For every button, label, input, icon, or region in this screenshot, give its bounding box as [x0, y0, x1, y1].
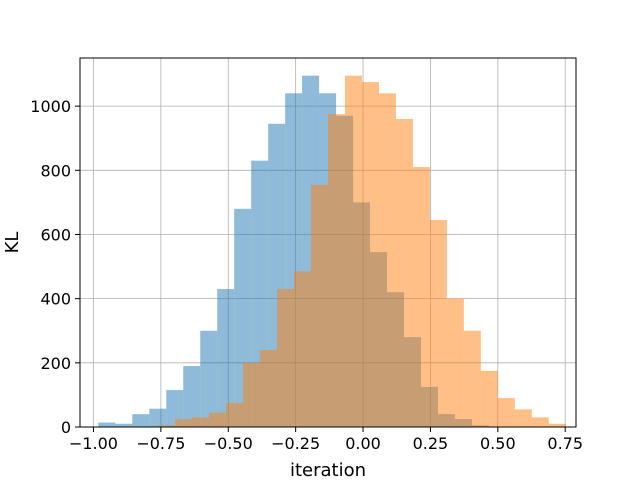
histogram-bar — [412, 167, 430, 428]
y-tick-label: 800 — [40, 161, 71, 180]
histogram-bar — [497, 398, 515, 427]
histogram-bar — [480, 370, 498, 427]
histogram-bar — [514, 409, 532, 427]
x-tick-label: 0.75 — [547, 434, 583, 453]
y-tick-label: 400 — [40, 290, 71, 309]
y-tick-label: 0 — [61, 418, 71, 437]
histogram-bar — [226, 402, 244, 427]
histogram-bar — [328, 114, 345, 428]
y-tick-label: 1000 — [30, 97, 71, 116]
histogram-bar — [192, 417, 210, 427]
histogram-bar — [115, 423, 133, 427]
x-tick-label: −0.75 — [136, 434, 185, 453]
histogram-bar — [446, 298, 464, 427]
histogram-bars — [98, 75, 566, 428]
histogram-bar — [311, 184, 328, 427]
histogram-bar — [175, 418, 193, 427]
histogram-bar — [132, 414, 150, 427]
histogram-bar — [183, 366, 201, 427]
x-tick-label: −0.50 — [204, 434, 253, 453]
x-tick-label: −0.25 — [271, 434, 320, 453]
histogram-bar — [149, 408, 167, 427]
histogram-bar — [260, 349, 278, 427]
histogram-bar — [463, 330, 481, 427]
x-tick-label: 0.00 — [345, 434, 381, 453]
histogram-bar — [209, 412, 227, 427]
histogram-bar — [243, 362, 261, 427]
histogram-bar — [395, 118, 413, 428]
y-tick-label: 200 — [40, 354, 71, 373]
axis-ticks: −1.00 −0.75 −0.50 −0.25 0.00 0.25 0.50 0.75 0 200… — [30, 97, 583, 453]
histogram-bar — [344, 75, 362, 427]
plot-frame — [79, 57, 577, 428]
histogram-bar — [277, 289, 295, 427]
histogram-bar — [158, 425, 176, 427]
x-axis-label: iteration — [290, 460, 366, 480]
histogram-bar — [548, 423, 566, 427]
y-axis-label: KL — [2, 232, 23, 254]
histogram-bar — [429, 220, 447, 427]
histogram-bar — [200, 330, 218, 427]
histogram-bar — [217, 289, 235, 427]
histogram-bar — [98, 422, 116, 427]
histogram-bar — [166, 390, 184, 427]
histogram-bar — [361, 82, 379, 427]
histogram-bar — [378, 93, 396, 427]
histogram-bar — [531, 417, 549, 427]
x-tick-label: −1.00 — [69, 434, 118, 453]
y-tick-label: 600 — [40, 225, 71, 244]
x-tick-label: 0.50 — [480, 434, 516, 453]
x-tick-label: 0.25 — [413, 434, 449, 453]
histogram-bar — [294, 271, 312, 427]
